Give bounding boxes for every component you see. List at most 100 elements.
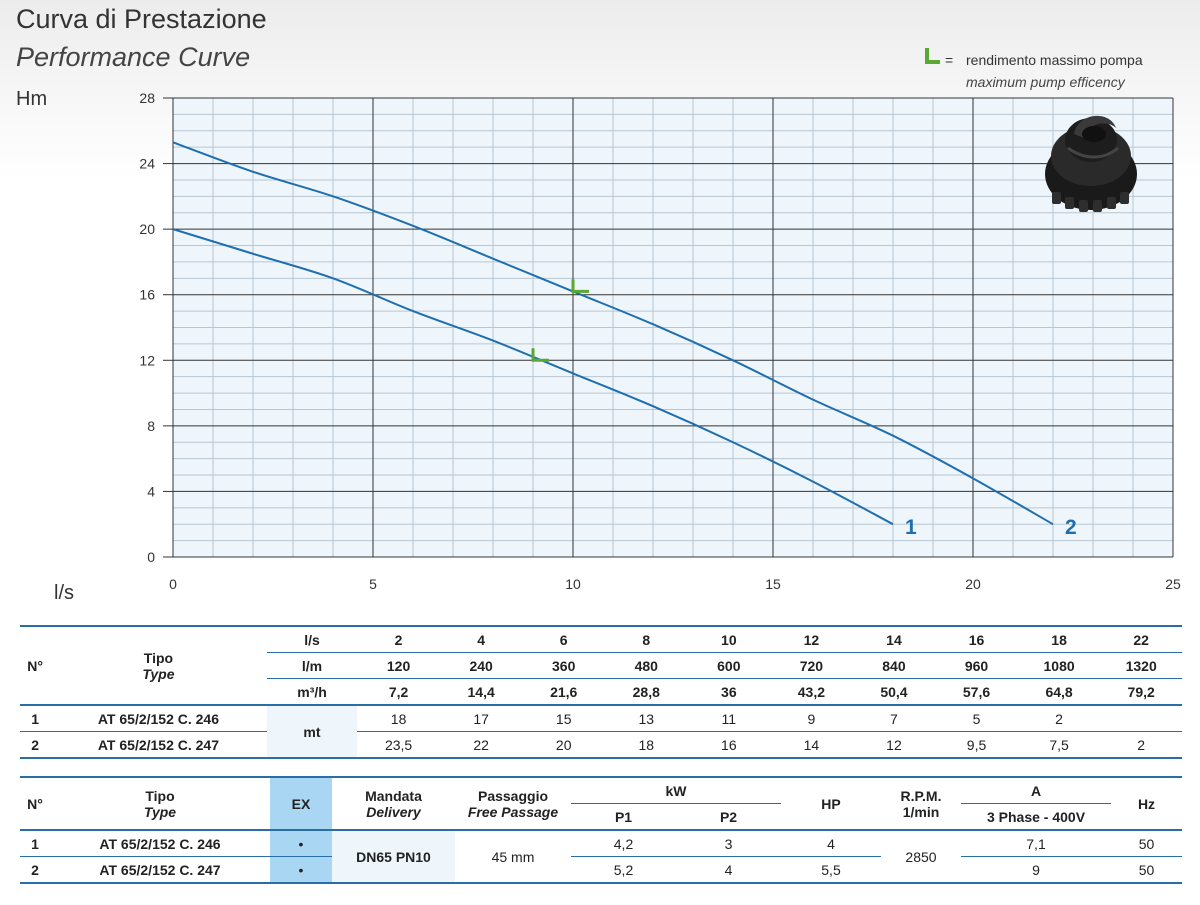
perf-row-no: 1	[31, 710, 39, 727]
spec-row-hz: 50	[1138, 835, 1155, 852]
perf-value-cell: 5	[972, 710, 981, 727]
perf-m3h-cell: 57,6	[935, 678, 1018, 706]
series-line-2	[172, 141, 1054, 526]
perf-value-cell: 7	[890, 710, 898, 727]
perf-value-cell: 9	[807, 710, 816, 727]
perf-value-cell: 11	[721, 710, 737, 727]
y-tick-label: 12	[139, 352, 155, 368]
pump-impeller-image	[1045, 115, 1137, 212]
spec-col-p2: P2	[676, 803, 781, 831]
spec-col-delivery-en: Delivery	[366, 803, 421, 820]
perf-value-cell: 18	[638, 736, 655, 753]
perf-value-cell: 22	[473, 736, 489, 753]
perf-unit-ls: l/s	[266, 626, 358, 653]
perf-value-cell: 2	[1137, 736, 1146, 753]
perf-ls-cell: 10	[687, 626, 771, 653]
spec-col-p1: P1	[571, 803, 676, 831]
spec-rpm-cell: 2850	[881, 830, 961, 884]
spec-row-p2: 3	[724, 835, 733, 852]
spec-delivery-cell: DN65 PN10	[332, 830, 455, 884]
spec-row-hp: 4	[827, 835, 835, 852]
spec-col-ex: EX	[270, 777, 332, 831]
spec-col-rpm: R.P.M. 1/min	[881, 777, 961, 831]
spec-col-passage-it: Passaggio	[477, 787, 549, 804]
perf-m3h-cell: 14,4	[439, 678, 523, 706]
y-tick-label: 28	[139, 90, 155, 106]
spec-row-p2: 4	[724, 861, 733, 878]
perf-col-type: Tipo Type	[50, 626, 267, 706]
perf-m3h-cell: 21,6	[522, 678, 605, 706]
spec-row-type: AT 65/2/152 C. 247	[99, 861, 221, 878]
perf-lm-cell: 720	[770, 652, 853, 679]
spec-col-a: A	[961, 777, 1111, 804]
spec-row-a: 7,1	[1026, 835, 1046, 852]
x-tick-label: 15	[765, 576, 781, 592]
spec-col-type-it: Tipo	[145, 787, 175, 804]
perf-row-type: AT 65/2/152 C. 246	[97, 710, 220, 727]
perf-lm-cell: 120	[357, 652, 440, 679]
perf-ls-cell: 12	[770, 626, 853, 653]
y-axis-label: Hm	[16, 88, 48, 110]
perf-m3h-cell: 43,2	[770, 678, 853, 706]
series-label-1: 1	[905, 516, 917, 539]
spec-row-hz: 50	[1138, 861, 1155, 878]
perf-lm-cell: 840	[852, 652, 936, 679]
x-tick-label: 0	[169, 576, 177, 592]
perf-lm-cell: 480	[604, 652, 688, 679]
spec-col-rpm-unit: 1/min	[902, 803, 940, 820]
y-tick-label: 20	[139, 221, 155, 237]
perf-ls-cell: 16	[935, 626, 1018, 653]
perf-value-cell: 9,5	[966, 736, 987, 753]
spec-col-kw: kW	[571, 777, 781, 804]
spec-row-p1: 5,2	[613, 861, 634, 878]
spec-row-type: AT 65/2/152 C. 246	[99, 835, 221, 852]
max-efficiency-marker	[531, 348, 549, 362]
legend-text-italian: rendimento massimo pompa	[966, 52, 1143, 68]
perf-value-cell: 14	[803, 736, 820, 753]
perf-lm-cell: 1080	[1017, 652, 1101, 679]
table-row: 1 AT 65/2/152 C. 246 • DN65 PN10 45 mm 4…	[20, 830, 1182, 884]
perf-lm-cell: 360	[522, 652, 605, 679]
perf-value-cell: 18	[390, 710, 407, 727]
x-tick-label: 5	[369, 576, 377, 592]
perf-value-cell: 15	[555, 710, 572, 727]
perf-m3h-cell: 50,4	[852, 678, 936, 706]
perf-value-cell: 7,5	[1049, 736, 1069, 753]
series-label-2: 2	[1065, 516, 1077, 539]
table-row: 2 AT 65/2/152 C. 247 • 5,2 4 5,5 9 50	[20, 856, 1182, 883]
perf-col-type-it: Tipo	[143, 649, 174, 666]
perf-unit-lm: l/m	[266, 652, 358, 679]
page-title: Curva di Prestazione	[16, 4, 267, 34]
perf-ls-cell: 4	[439, 626, 523, 653]
y-tick-label: 16	[139, 287, 155, 303]
perf-lm-cell: 600	[687, 652, 771, 679]
perf-head-unit: mt	[266, 705, 358, 759]
spec-table: N° Tipo Type EX Mandata Delivery Passagg…	[20, 776, 1182, 884]
x-tick-label: 10	[565, 576, 581, 592]
spec-col-phase: 3 Phase - 400V	[961, 803, 1111, 831]
table-row: 2 AT 65/2/152 C. 247 23,5 22 20 18 16 14…	[20, 732, 1182, 758]
y-tick-label: 24	[139, 156, 155, 172]
legend-text-english: maximum pump efficency	[966, 74, 1125, 90]
spec-col-rpm-label: R.P.M.	[900, 787, 942, 804]
perf-value-cell: 16	[721, 736, 737, 753]
spec-row-p1: 4,2	[613, 835, 634, 852]
spec-col-type: Tipo Type	[50, 777, 270, 831]
perf-value-cell: 23,5	[384, 736, 413, 753]
perf-value-cell: 2	[1055, 710, 1063, 727]
y-tick-label: 8	[147, 418, 155, 434]
perf-m3h-cell: 7,2	[357, 678, 440, 706]
perf-ls-cell: 6	[522, 626, 605, 653]
spec-row-ex: •	[270, 856, 332, 883]
perf-ls-cell: 14	[852, 626, 936, 653]
spec-col-hp: HP	[781, 777, 881, 831]
spec-col-passage-en: Free Passage	[467, 803, 559, 820]
legend-equals: =	[945, 52, 954, 68]
perf-value-cell: 17	[473, 710, 489, 727]
perf-lm-cell: 240	[439, 652, 523, 679]
spec-col-passage: Passaggio Free Passage	[455, 777, 571, 831]
x-tick-label: 25	[1165, 576, 1181, 592]
performance-table: N° Tipo Type l/s 2 4 6 8 10 12 14 16 18 …	[20, 625, 1182, 759]
perf-value-cell: 20	[555, 736, 572, 753]
